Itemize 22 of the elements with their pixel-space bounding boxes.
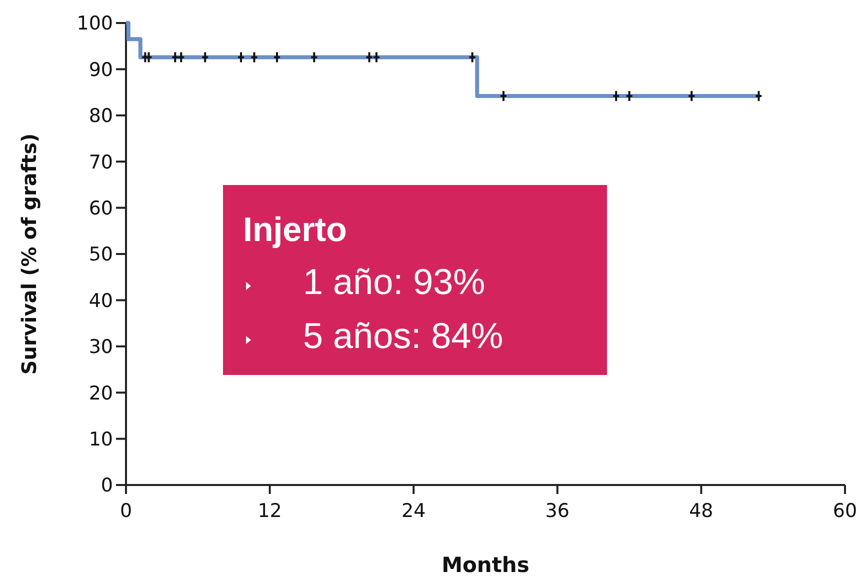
y-tick-label: 20	[88, 382, 113, 404]
y-tick-label: 90	[88, 58, 113, 81]
x-axis-title: Months	[442, 553, 530, 577]
y-tick-label: 60	[88, 197, 113, 220]
x-tick-label: 12	[258, 500, 282, 522]
y-tick-label: 80	[88, 105, 113, 128]
y-tick-label: 50	[88, 244, 113, 266]
y-tick-label: 10	[88, 428, 113, 450]
y-tick-label: 0	[100, 474, 113, 497]
x-tick-label: 24	[402, 500, 426, 522]
x-tick-label: 0	[120, 500, 132, 522]
y-axis-title: Survival (% of grafts)	[17, 133, 41, 375]
annotation: 1 año: 93%	[303, 261, 486, 302]
y-tick-label: 70	[88, 151, 113, 174]
x-tick-label: 60	[832, 500, 858, 522]
y-tick-label: 30	[88, 336, 113, 358]
x-tick-label: 48	[689, 500, 714, 522]
y-tick-label: 100	[76, 12, 113, 35]
y-tick-label: 40	[88, 290, 113, 312]
x-tick-label: 36	[545, 500, 570, 522]
annotation: Injerto	[243, 211, 347, 249]
annotation: 5 años: 84%	[303, 315, 504, 356]
